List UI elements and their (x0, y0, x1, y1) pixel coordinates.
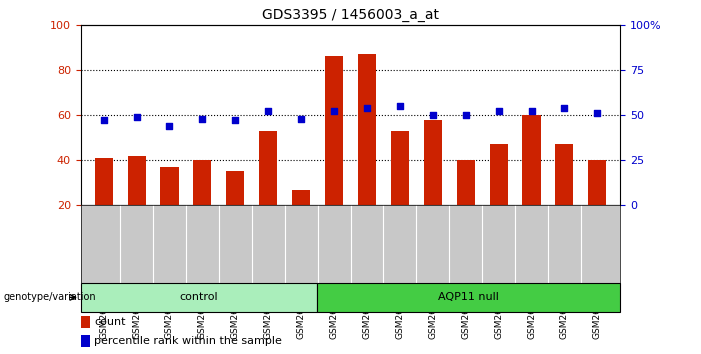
Point (296, 116, 307, 121)
Point (131, 114, 142, 120)
Point (460, 112, 471, 118)
Bar (456, 160, 475, 205)
Bar (292, 189, 310, 205)
Bar (81, 316, 90, 328)
Text: control: control (179, 292, 218, 302)
Bar (128, 156, 146, 205)
Bar (325, 56, 343, 205)
Bar (358, 54, 376, 205)
Bar (81, 283, 317, 312)
Bar (259, 131, 278, 205)
Bar (81, 335, 90, 347)
Text: percentile rank within the sample: percentile rank within the sample (94, 336, 282, 346)
Title: GDS3395 / 1456003_a_at: GDS3395 / 1456003_a_at (262, 8, 439, 22)
Point (164, 123, 175, 129)
Text: AQP11 null: AQP11 null (438, 292, 499, 302)
Point (427, 112, 438, 118)
Bar (317, 283, 620, 312)
Bar (95, 158, 113, 205)
Point (329, 109, 340, 114)
Bar (161, 167, 179, 205)
Bar (423, 120, 442, 205)
Text: genotype/variation: genotype/variation (4, 292, 96, 302)
Point (394, 103, 405, 109)
Point (230, 118, 241, 123)
Bar (588, 160, 606, 205)
Bar (226, 171, 245, 205)
Point (197, 116, 208, 121)
Point (493, 109, 504, 114)
Point (526, 109, 537, 114)
Point (361, 105, 372, 111)
Bar (555, 144, 573, 205)
Point (98, 118, 109, 123)
Point (592, 110, 603, 116)
Point (559, 105, 570, 111)
Text: count: count (94, 317, 125, 327)
Bar (193, 160, 212, 205)
Point (263, 109, 274, 114)
Bar (391, 131, 409, 205)
Bar (489, 144, 508, 205)
Bar (522, 115, 540, 205)
